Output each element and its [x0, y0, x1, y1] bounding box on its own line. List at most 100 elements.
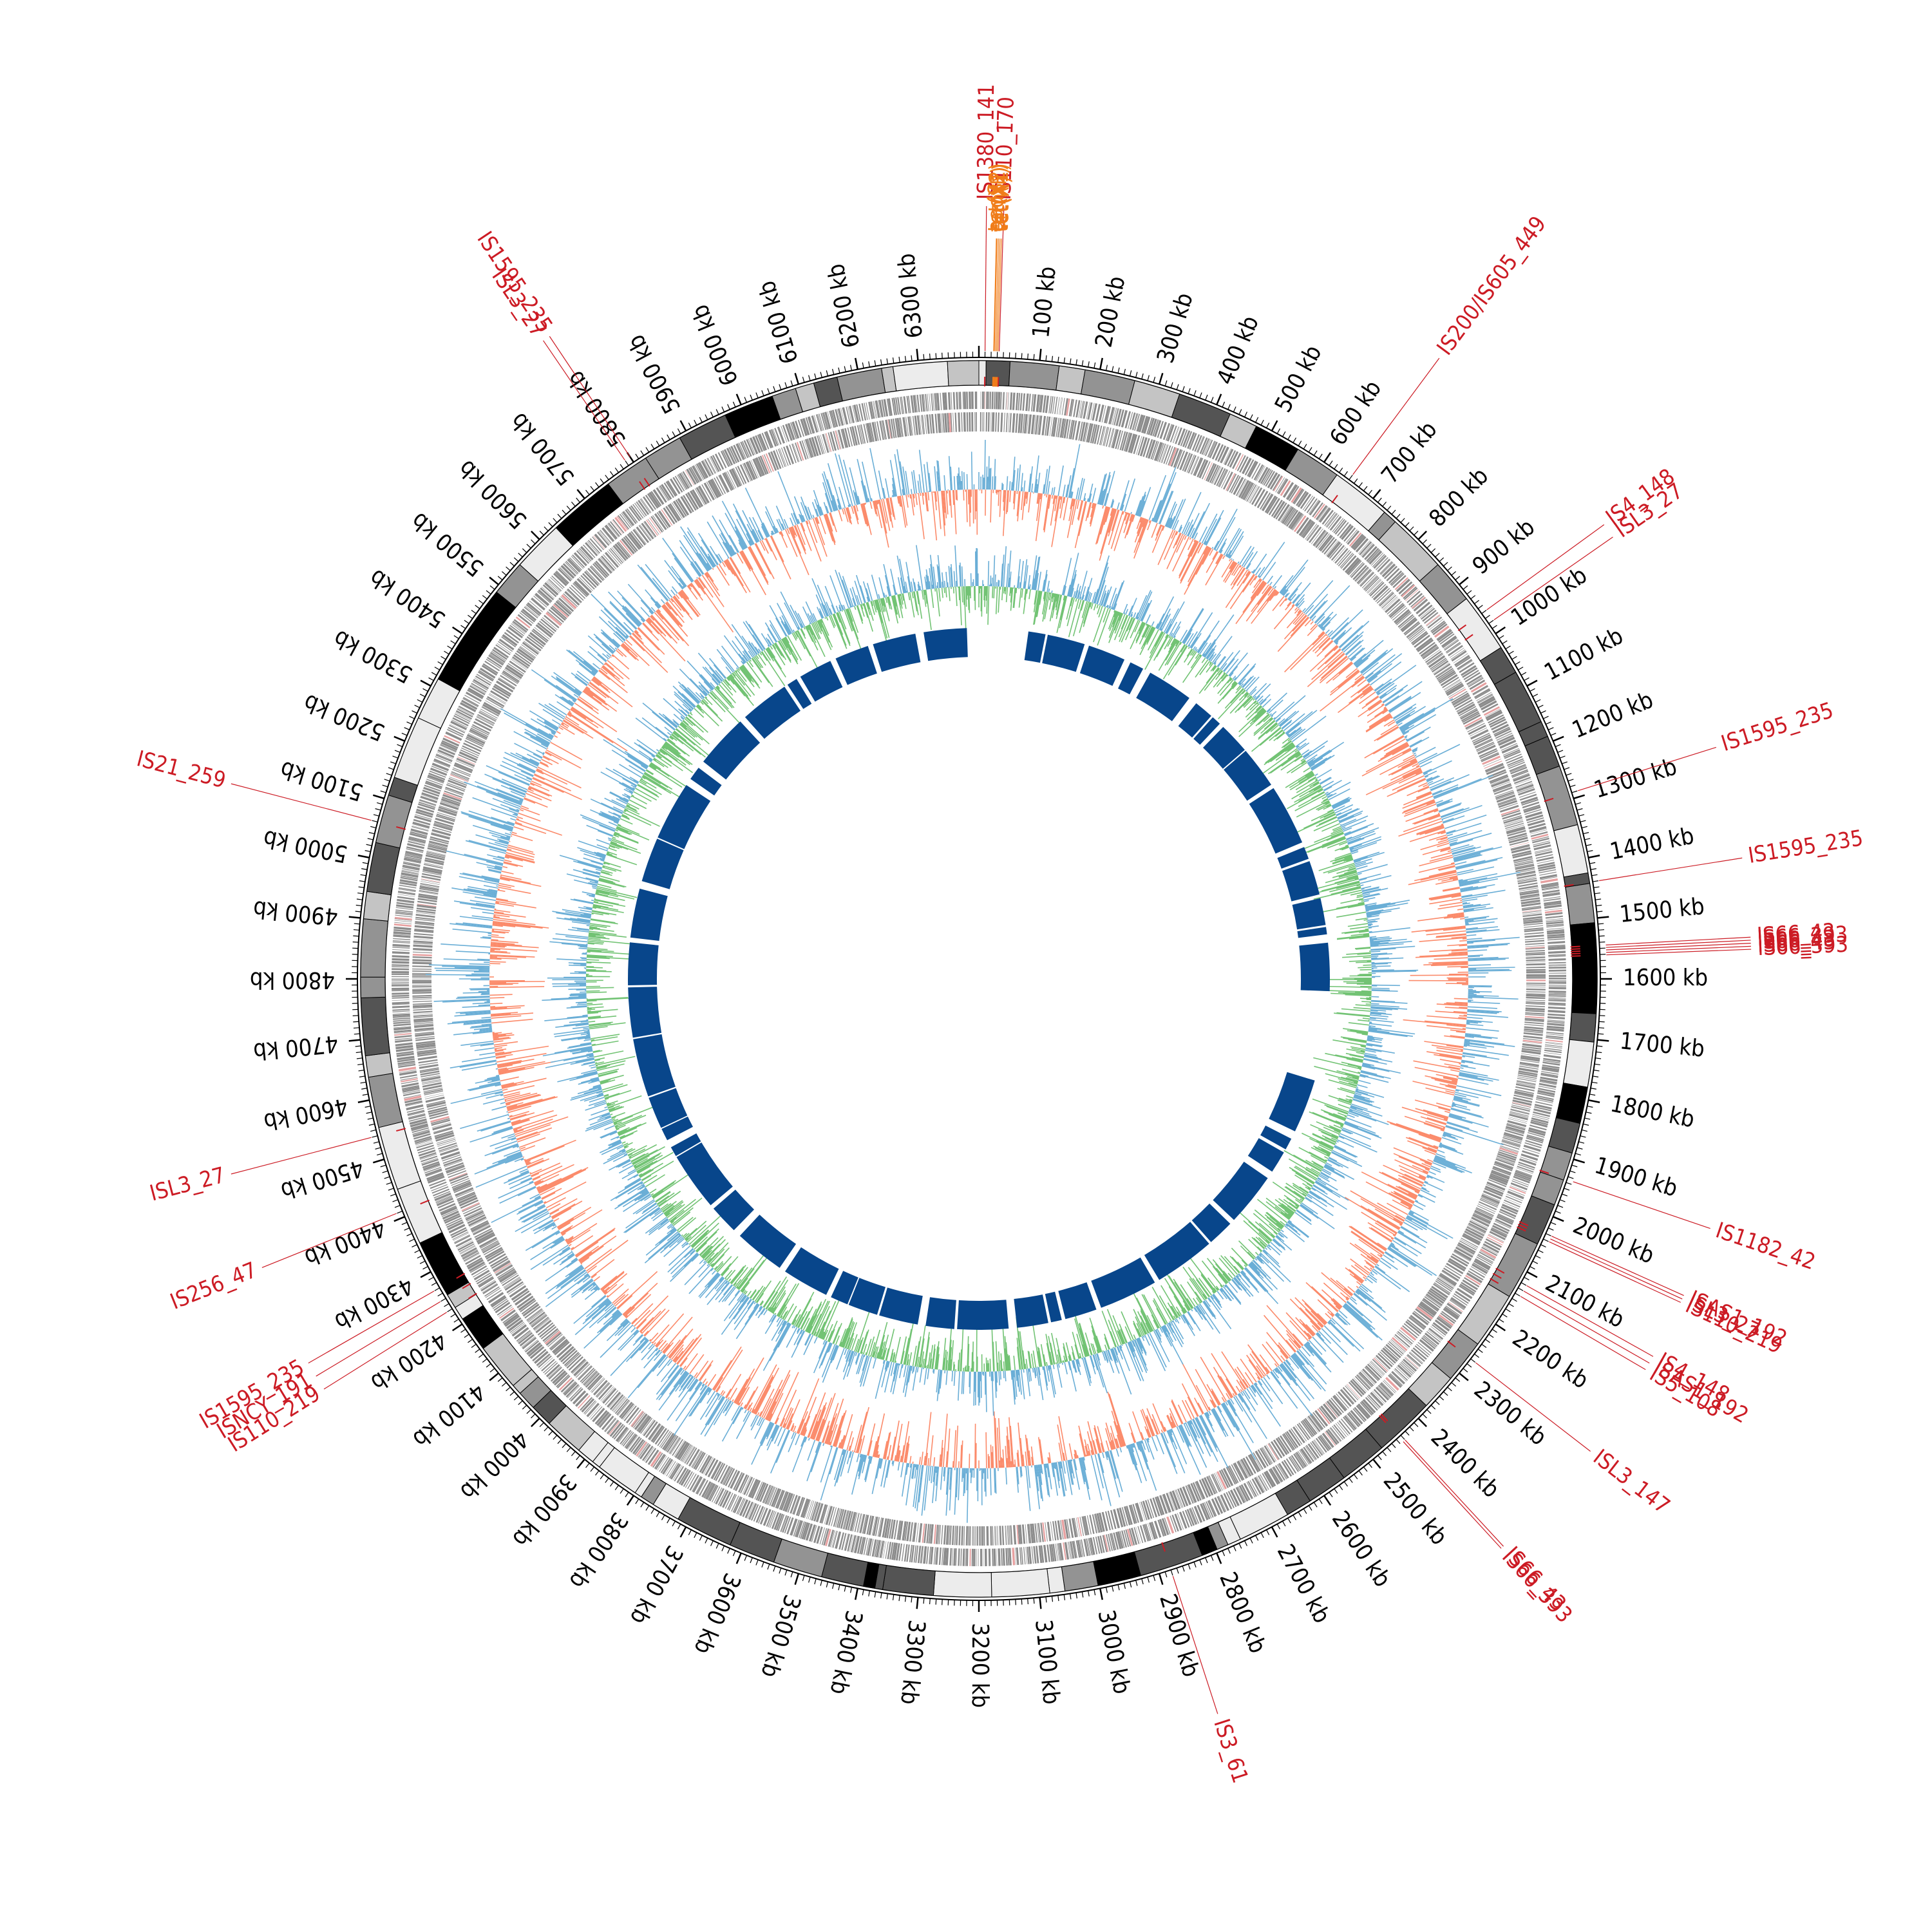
cds-block — [485, 1287, 500, 1298]
cds-block — [1399, 1363, 1413, 1376]
cds-block — [460, 702, 477, 712]
scale-tick — [428, 1276, 434, 1281]
scale-tick — [710, 1540, 714, 1546]
scale-tick — [626, 1495, 634, 1506]
cds-block — [1397, 1364, 1412, 1378]
cds-block — [480, 1280, 497, 1292]
cds-block — [472, 681, 488, 691]
cds-block — [1524, 934, 1544, 938]
scale-tick — [388, 1188, 394, 1191]
cds-block — [1217, 1496, 1226, 1513]
cds-block — [506, 1317, 522, 1329]
cds-block — [1115, 1531, 1122, 1549]
cds-block — [409, 1116, 426, 1122]
scale-tick — [566, 1447, 571, 1452]
scale-tick — [356, 1057, 363, 1059]
scale-tick — [1244, 1540, 1247, 1546]
cds-block — [564, 1382, 578, 1396]
scale-tick — [605, 1477, 609, 1483]
scale-tick — [855, 1588, 858, 1600]
cds-block — [668, 1462, 678, 1478]
scale-tick — [1470, 595, 1476, 600]
scale-tick — [1358, 1470, 1363, 1476]
cds-block — [395, 911, 413, 914]
scale-tick — [1387, 506, 1392, 511]
cds-block — [1388, 570, 1403, 584]
cds-block — [1546, 929, 1564, 933]
gc-skew-bar — [1292, 615, 1307, 632]
cds-block — [1208, 441, 1217, 458]
cds-block — [1531, 1115, 1549, 1121]
gc-skew-bar — [1392, 775, 1425, 791]
cds-block — [1526, 956, 1546, 959]
cds-block — [1548, 956, 1566, 958]
cds-block — [1086, 423, 1092, 442]
cds-block — [450, 772, 469, 781]
cds-block — [706, 458, 715, 474]
scale-tick — [620, 1488, 624, 1494]
cds-block — [650, 1451, 662, 1467]
cds-block — [1186, 1509, 1195, 1526]
scale-tick — [727, 1548, 730, 1554]
scale-tick — [440, 656, 446, 660]
cds-block — [782, 1515, 790, 1533]
cds-block — [981, 391, 984, 409]
cds-block — [572, 554, 585, 568]
cds-block — [527, 1344, 543, 1357]
cds-block — [791, 421, 800, 439]
cds-block — [1516, 1168, 1533, 1174]
gc-skew-bar — [1216, 554, 1223, 565]
cds-block — [412, 989, 432, 992]
cds-block — [1361, 543, 1373, 556]
cds-block — [1068, 1541, 1072, 1559]
cds-block — [1095, 404, 1101, 422]
scale-tick — [566, 506, 571, 511]
cds-block — [799, 1521, 805, 1539]
cds-block — [391, 984, 409, 985]
cds-block — [1411, 596, 1426, 609]
ideogram-band — [397, 1180, 442, 1244]
scale-tick — [576, 1459, 585, 1469]
cds-block — [655, 1454, 667, 1470]
scale-tick — [384, 779, 390, 782]
scale-tick — [414, 705, 421, 708]
scale-tick — [767, 388, 770, 394]
cds-block — [712, 455, 722, 471]
cds-block — [1451, 650, 1467, 662]
gc-skew-bar — [1280, 559, 1309, 594]
cds-block — [1527, 1134, 1544, 1141]
cds-block — [800, 419, 808, 436]
gc-skew-bar — [998, 489, 1000, 506]
cds-block — [554, 571, 569, 585]
cds-block — [1524, 1024, 1544, 1027]
cds-block — [392, 1003, 410, 1005]
cds-block — [1159, 422, 1167, 439]
cds-block — [1174, 1513, 1182, 1531]
cds-block — [660, 1457, 672, 1473]
cds-block — [774, 428, 782, 445]
scale-tick — [679, 1526, 687, 1538]
cds-block — [1539, 1079, 1557, 1084]
cds-block — [963, 392, 967, 410]
cds-block — [1526, 984, 1546, 986]
cds-block — [1078, 421, 1083, 441]
cds-block — [397, 892, 415, 896]
scale-tick — [705, 414, 708, 421]
scale-tick — [451, 1323, 463, 1332]
cds-block — [1440, 1312, 1455, 1324]
cds-block — [641, 1445, 654, 1461]
scale-tick — [1414, 1422, 1419, 1427]
cds-block — [1425, 612, 1439, 624]
cds-block — [412, 980, 431, 982]
scale-tick — [1484, 1339, 1490, 1343]
cds-block — [654, 513, 667, 531]
gc-skew-bar — [1282, 567, 1305, 596]
cds-block — [1503, 749, 1520, 758]
cds-block — [393, 1021, 411, 1025]
scale-tick — [732, 1550, 736, 1557]
cds-block — [1045, 395, 1050, 413]
cds-block — [399, 884, 417, 889]
gc-skew-bar — [1467, 1006, 1497, 1009]
cds-block — [1533, 844, 1551, 851]
